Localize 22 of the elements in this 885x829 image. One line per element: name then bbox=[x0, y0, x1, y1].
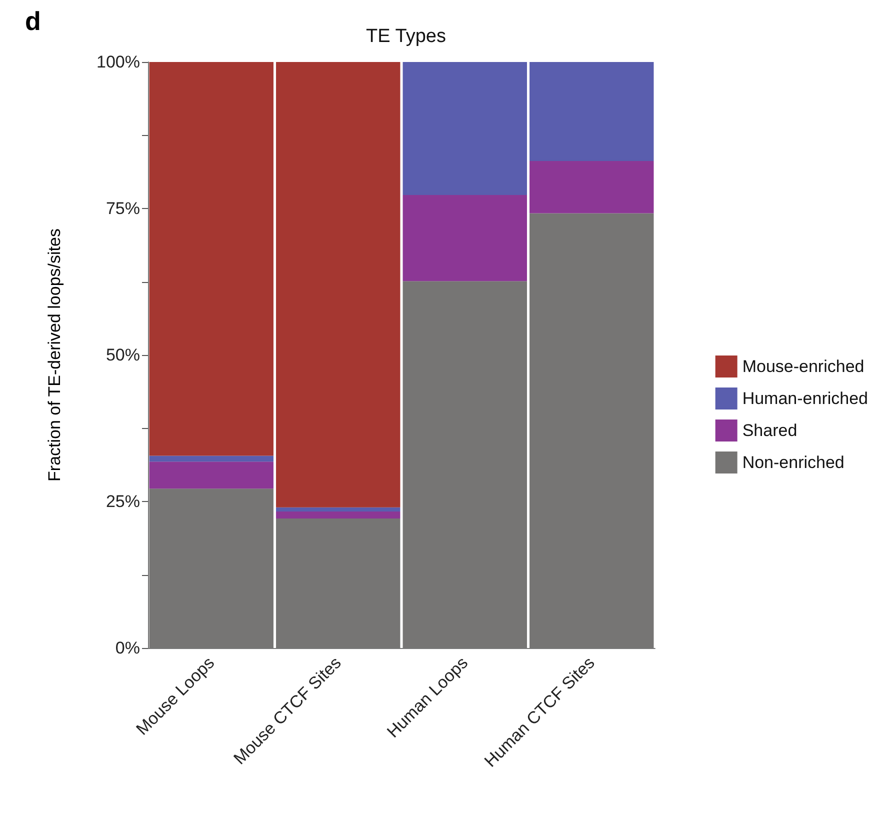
bar bbox=[530, 62, 654, 162]
legend-label: Human-enriched bbox=[742, 389, 868, 408]
legend-label: Shared bbox=[742, 421, 798, 440]
chart-title: TE Types bbox=[366, 26, 446, 47]
bar bbox=[402, 62, 527, 196]
bar bbox=[530, 161, 654, 214]
legend-label: Mouse-enriched bbox=[742, 357, 864, 376]
y-axis-title: Fraction of TE-derived loops/sites bbox=[45, 228, 64, 482]
bar bbox=[149, 62, 274, 456]
bar bbox=[276, 507, 400, 512]
y-tick-label: 100% bbox=[96, 52, 140, 72]
y-tick-label: 75% bbox=[106, 199, 140, 218]
y-tick-label: 0% bbox=[115, 638, 140, 658]
y-tick-label: 50% bbox=[106, 346, 140, 364]
bar bbox=[149, 456, 274, 462]
bar bbox=[149, 462, 274, 489]
text: d bbox=[25, 6, 41, 36]
bar bbox=[402, 195, 527, 282]
bar bbox=[276, 62, 400, 508]
legend-label: Non-enriched bbox=[742, 453, 844, 472]
y-tick-label: 25% bbox=[106, 492, 140, 511]
bar bbox=[276, 511, 400, 518]
